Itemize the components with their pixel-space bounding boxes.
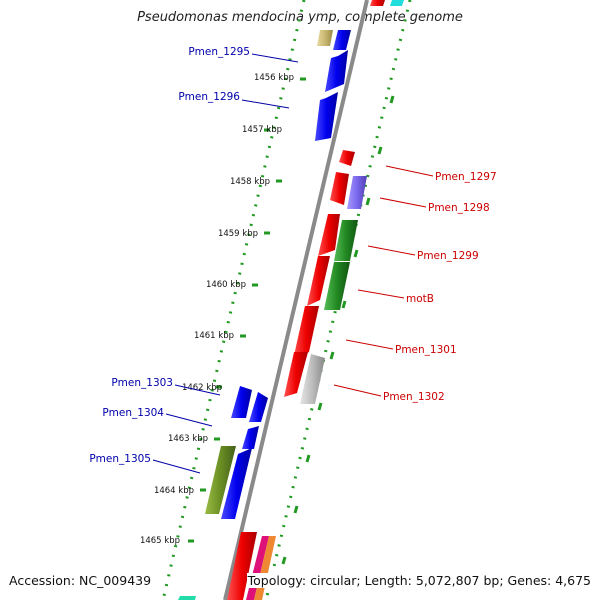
gene-top-red (370, 0, 385, 6)
gene-label-pmen-1304: Pmen_1304 (102, 407, 164, 419)
tick-label: 1456 kbp (254, 73, 294, 83)
gene-bottom-red (227, 532, 257, 600)
gene-label-motb: motB (406, 293, 434, 305)
gene-top-cyan (390, 0, 404, 6)
gene-pmen-1302 (300, 354, 325, 404)
tick-label: 1464 kbp (154, 486, 194, 496)
gene-label-pmen-1302: Pmen_1302 (383, 391, 445, 403)
gene-labels-left: Pmen_1295 Pmen_1296 Pmen_1303 Pmen_1304 … (89, 46, 250, 465)
genome-summary-text: Topology: circular; Length: 5,072,807 bp… (246, 573, 592, 588)
gene-label-pmen-1305: Pmen_1305 (89, 453, 151, 465)
tick-label: 1463 kbp (168, 434, 208, 444)
gene-labels-right: Pmen_1297 Pmen_1298 Pmen_1299 motB Pmen_… (383, 171, 497, 403)
gene-pmen-1301 (293, 306, 319, 360)
tick-label: 1458 kbp (230, 177, 270, 187)
gene-pmen-1299 (334, 220, 358, 261)
gene-label-pmen-1303: Pmen_1303 (111, 377, 173, 389)
gene-label-pmen-1298: Pmen_1298 (428, 202, 490, 214)
map-title: Pseudomonas mendocina ymp, complete geno… (137, 10, 463, 25)
accession-text: Accession: NC_009439 (8, 573, 153, 588)
gene-pmen-1305 (205, 446, 236, 514)
gene-khaki (317, 30, 333, 46)
gene-forward-red-3 (307, 256, 330, 306)
gene-label-pmen-1301: Pmen_1301 (395, 344, 457, 356)
reverse-strand-genes (205, 30, 351, 519)
gene-label-pmen-1299: Pmen_1299 (417, 250, 479, 262)
gene-pmen-1295-top (333, 30, 351, 50)
tick-label: 1465 kbp (140, 536, 180, 546)
gene-pmen-1295 (325, 50, 348, 92)
gene-label-pmen-1295: Pmen_1295 (188, 46, 250, 58)
gene-pmen-1297 (339, 150, 355, 166)
gene-forward-red-4 (284, 352, 308, 397)
tick-label: 1460 kbp (206, 280, 246, 290)
gene-pmen-1296 (315, 92, 338, 141)
gene-pmen-1303-b (249, 392, 268, 422)
gene-bottom-cyan (178, 596, 196, 600)
gene-label-pmen-1297: Pmen_1297 (435, 171, 497, 183)
gene-pmen-1303-a (231, 386, 252, 418)
inner-ruler-marks (281, 95, 395, 565)
gene-reverse-blue (221, 448, 252, 519)
gene-label-pmen-1296: Pmen_1296 (178, 91, 240, 103)
gene-forward-red-2 (318, 214, 340, 256)
gene-motb (324, 262, 350, 310)
gene-forward-red-1 (330, 172, 349, 205)
outer-ruler-marks (188, 77, 306, 543)
gene-pmen-1298 (347, 176, 367, 209)
tick-labels: 1456 kbp 1457 kbp 1458 kbp 1459 kbp 1460… (140, 73, 294, 546)
genome-backbone (223, 0, 369, 600)
tick-label: 1459 kbp (218, 229, 258, 239)
tick-label: 1462 kbp (182, 383, 222, 393)
tick-label: 1457 kbp (242, 125, 282, 135)
gene-pmen-1304 (242, 426, 259, 449)
tick-label: 1461 kbp (194, 331, 234, 341)
leader-lines (152, 53, 434, 474)
